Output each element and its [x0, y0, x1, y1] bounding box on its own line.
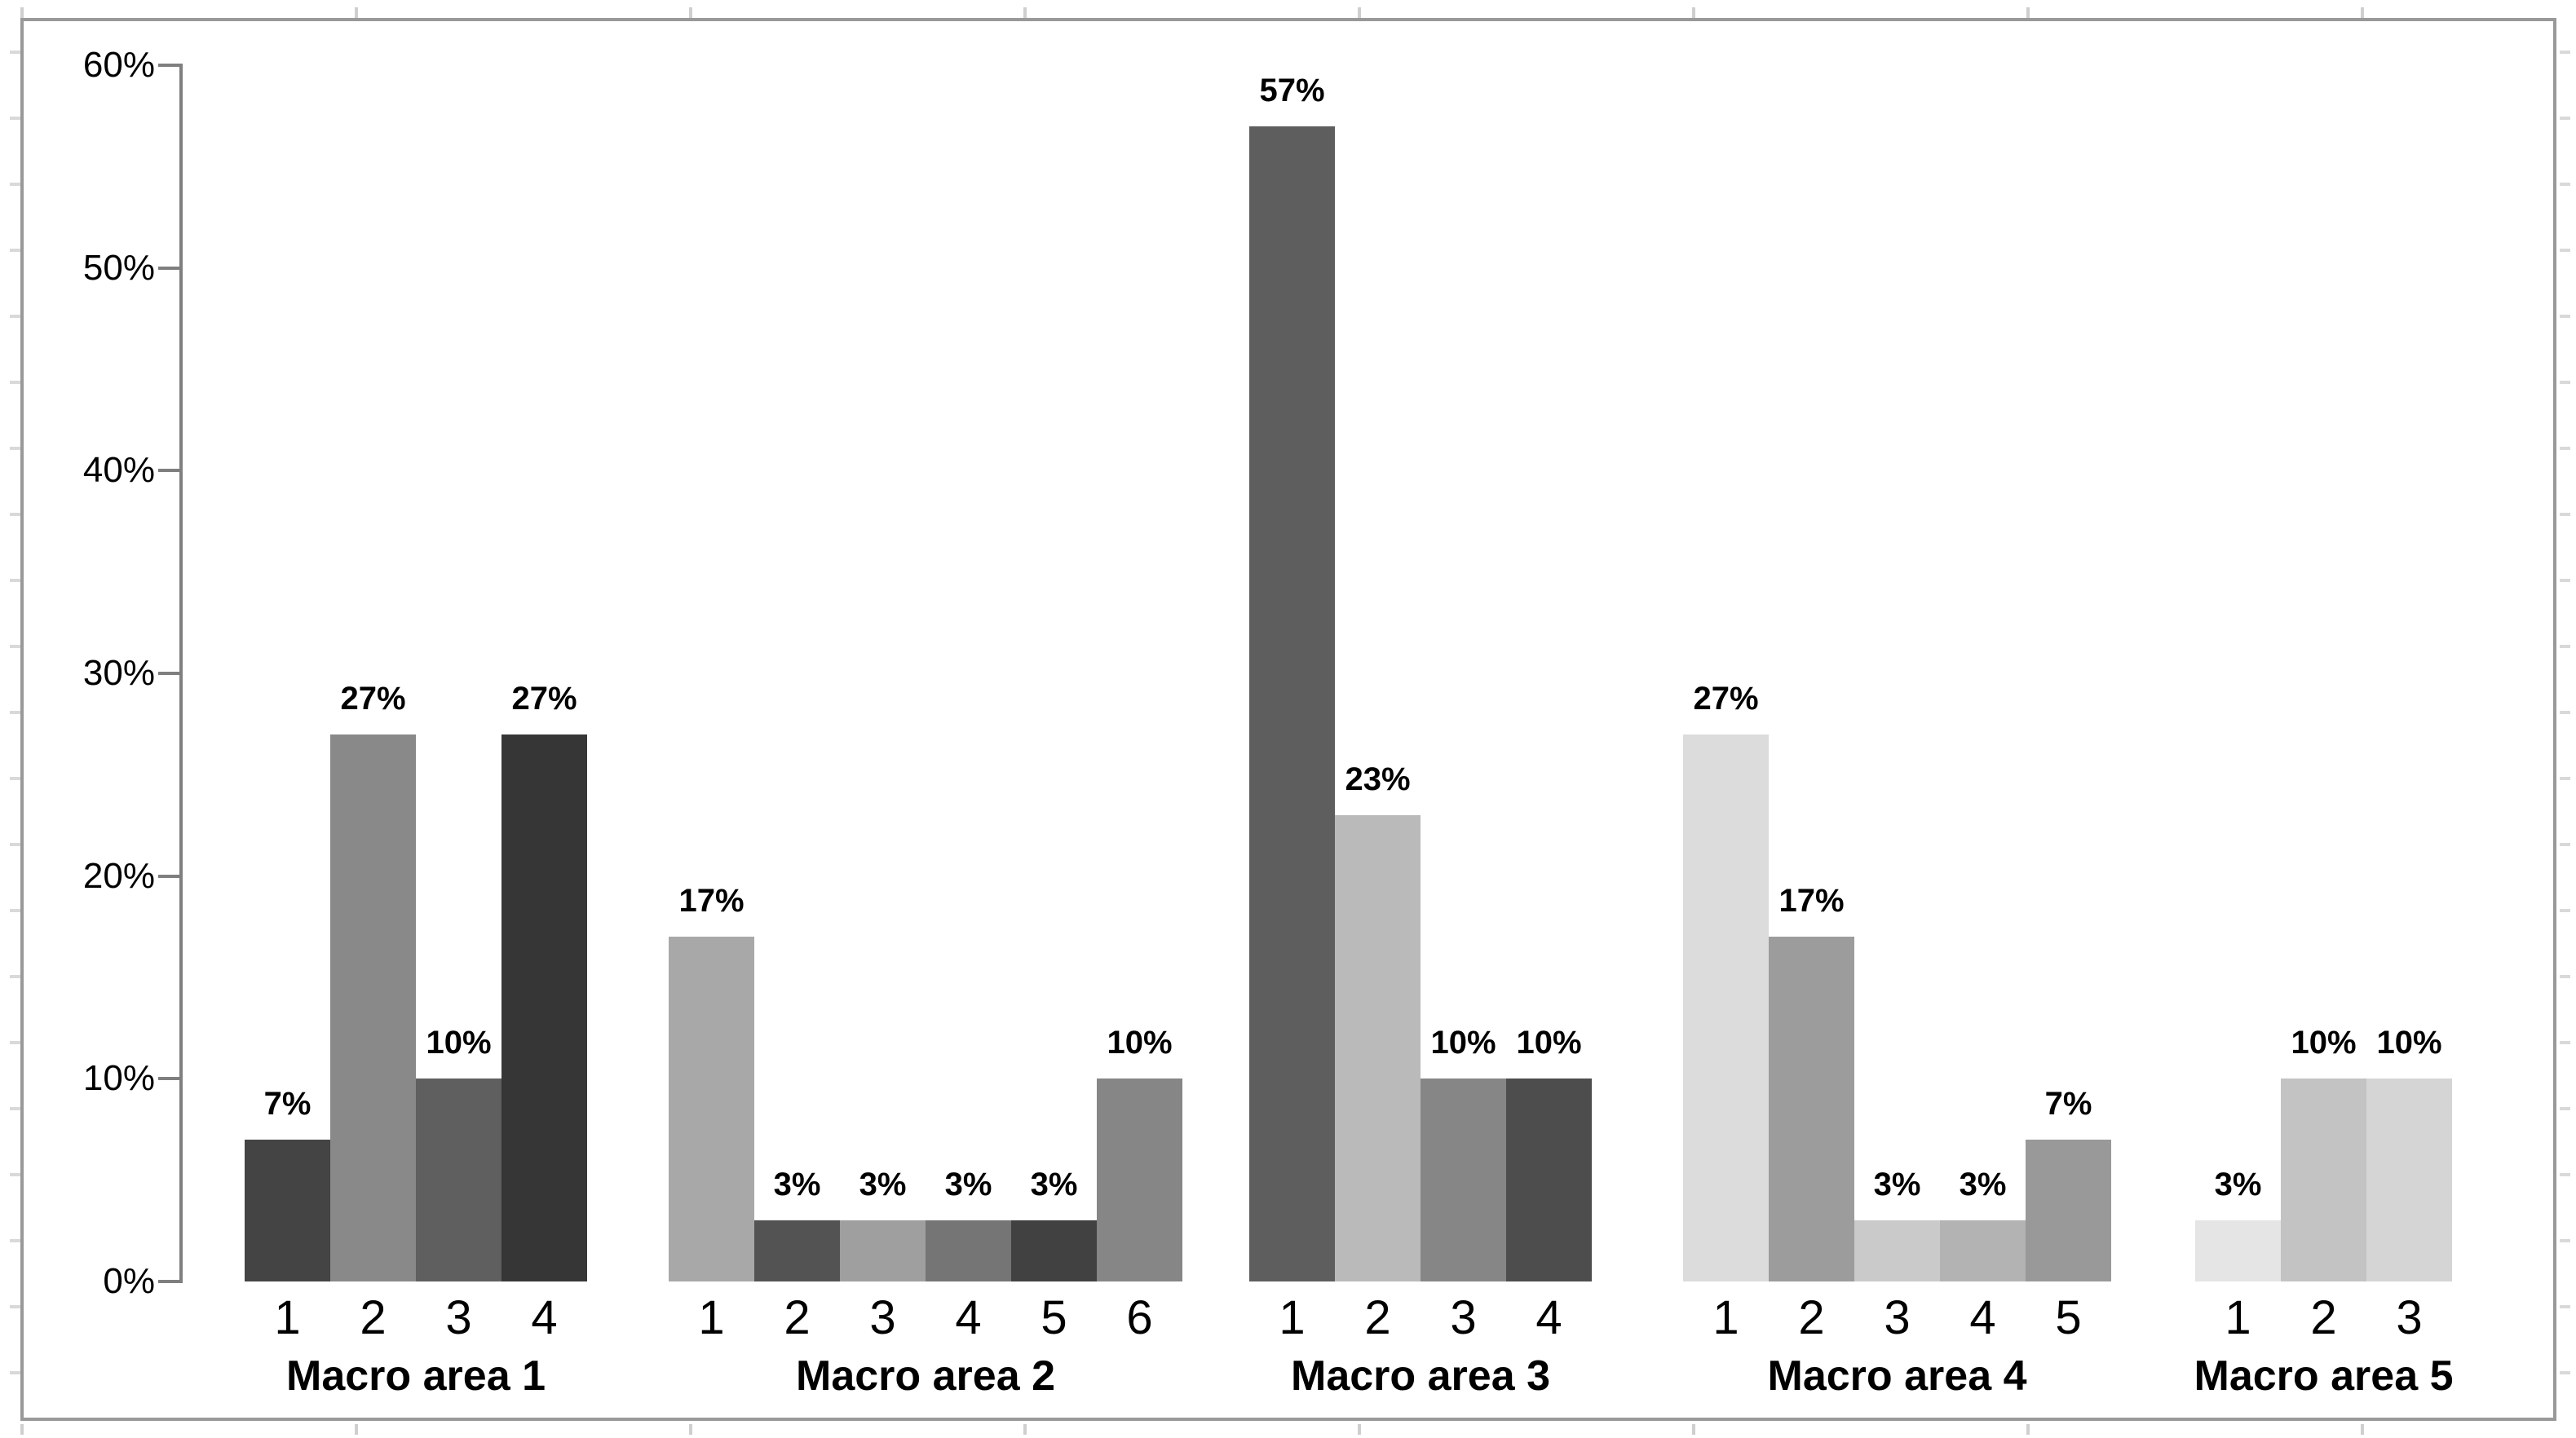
- bar-data-label: 27%: [1693, 681, 1759, 717]
- y-axis-tick: [158, 1077, 179, 1081]
- worksheet-gridline-stubs-left: [10, 51, 20, 1396]
- bar: [1249, 126, 1335, 1281]
- y-axis-label: 40%: [82, 450, 155, 491]
- bar-data-label: 3%: [1959, 1167, 2007, 1202]
- bar-data-label: 10%: [426, 1025, 492, 1061]
- category-tick-label: 2: [2310, 1291, 2337, 1344]
- category-tick-label: 3: [1450, 1291, 1477, 1344]
- bar: [245, 1140, 330, 1281]
- y-axis-tick: [158, 672, 179, 675]
- bar: [502, 734, 587, 1281]
- category-tick-label: 1: [274, 1291, 301, 1344]
- bar-data-label: 17%: [1778, 883, 1845, 919]
- bar: [1506, 1078, 1592, 1281]
- bar: [330, 734, 416, 1281]
- category-tick-label: 5: [1041, 1291, 1067, 1344]
- bar-data-label: 27%: [511, 681, 577, 717]
- bar-data-label: 3%: [2214, 1167, 2262, 1202]
- bar-data-label: 3%: [1030, 1167, 1078, 1202]
- category-tick-label: 4: [1969, 1291, 1996, 1344]
- bar: [1769, 937, 1854, 1281]
- bar: [1940, 1220, 2026, 1281]
- bar-data-label: 10%: [1516, 1025, 1582, 1061]
- bar-data-label: 17%: [678, 883, 745, 919]
- bar-data-label: 27%: [340, 681, 406, 717]
- category-tick-label: 2: [360, 1291, 387, 1344]
- bar-data-label: 23%: [1345, 761, 1411, 797]
- category-tick-label: 1: [2225, 1291, 2251, 1344]
- category-tick-label: 2: [784, 1291, 811, 1344]
- category-tick-label: 1: [1279, 1291, 1306, 1344]
- bar: [2026, 1140, 2111, 1281]
- bar: [926, 1220, 1011, 1281]
- y-axis-tick: [158, 469, 179, 473]
- bar-data-label: 57%: [1259, 73, 1325, 108]
- category-tick-label: 2: [1798, 1291, 1825, 1344]
- bar: [1683, 734, 1769, 1281]
- y-axis-tick: [158, 1280, 179, 1283]
- category-tick-label: 3: [2396, 1291, 2423, 1344]
- bar-data-label: 3%: [773, 1167, 821, 1202]
- bar: [2195, 1220, 2281, 1281]
- group-label: Macro area 3: [1291, 1352, 1550, 1400]
- y-axis-label: 60%: [82, 45, 155, 85]
- category-tick-label: 2: [1364, 1291, 1391, 1344]
- worksheet-gridline-stubs-right: [2560, 51, 2570, 1396]
- category-tick-label: 6: [1126, 1291, 1153, 1344]
- y-axis-label: 10%: [82, 1058, 155, 1099]
- bar-data-label: 3%: [859, 1167, 907, 1202]
- y-axis-tick: [158, 874, 179, 878]
- bar-data-label: 10%: [2376, 1025, 2442, 1061]
- bar: [2281, 1078, 2366, 1281]
- category-tick-label: 5: [2055, 1291, 2082, 1344]
- category-tick-label: 1: [1712, 1291, 1739, 1344]
- category-tick-label: 4: [1535, 1291, 1562, 1344]
- category-tick-label: 3: [1884, 1291, 1911, 1344]
- y-axis-label: 30%: [82, 653, 155, 693]
- category-tick-label: 4: [531, 1291, 558, 1344]
- y-axis-label: 50%: [82, 247, 155, 288]
- group-label: Macro area 5: [2194, 1352, 2454, 1400]
- bar-data-label: 7%: [263, 1086, 312, 1122]
- bar: [1011, 1220, 1097, 1281]
- bar: [1421, 1078, 1506, 1281]
- group-label: Macro area 1: [286, 1352, 546, 1400]
- category-tick-label: 3: [445, 1291, 472, 1344]
- y-axis-label: 0%: [103, 1261, 155, 1301]
- bar: [754, 1220, 840, 1281]
- y-axis-tick: [158, 266, 179, 270]
- group-label: Macro area 2: [796, 1352, 1055, 1400]
- bar: [1097, 1078, 1182, 1281]
- y-axis-line: [179, 64, 183, 1283]
- bar-data-label: 10%: [2291, 1025, 2357, 1061]
- category-tick-label: 3: [869, 1291, 896, 1344]
- category-tick-label: 4: [955, 1291, 982, 1344]
- bar: [416, 1078, 502, 1281]
- group-label: Macro area 4: [1767, 1352, 2027, 1400]
- bar-data-label: 3%: [944, 1167, 992, 1202]
- y-axis-tick: [158, 64, 179, 67]
- bar: [1854, 1220, 1940, 1281]
- worksheet-gridline-stubs-bottom: [20, 1424, 2558, 1435]
- worksheet-gridline-stubs-top: [20, 7, 2558, 18]
- bar: [2366, 1078, 2452, 1281]
- bar-data-label: 10%: [1107, 1025, 1173, 1061]
- bar: [840, 1220, 926, 1281]
- bar-data-label: 10%: [1430, 1025, 1496, 1061]
- category-tick-label: 1: [698, 1291, 725, 1344]
- y-axis-label: 20%: [82, 855, 155, 896]
- bar: [1335, 815, 1421, 1281]
- bar: [669, 937, 754, 1281]
- bar-data-label: 7%: [2044, 1086, 2092, 1122]
- bar-data-label: 3%: [1873, 1167, 1921, 1202]
